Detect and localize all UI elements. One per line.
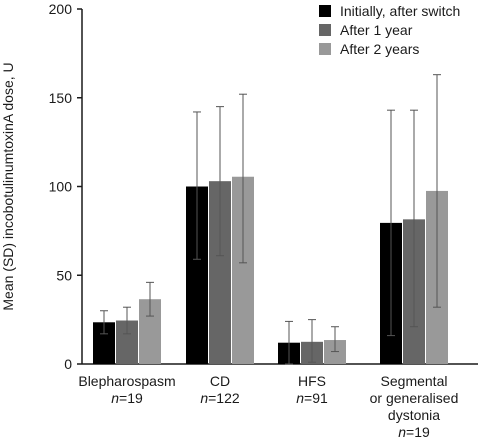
bar-0-1	[116, 320, 138, 364]
y-axis-title: Mean (SD) incobotulinumtoxinA dose, U	[0, 62, 16, 310]
error-bar-3-1	[410, 109, 418, 328]
category-name: or generalised	[370, 390, 459, 406]
y-tick-label: 0	[64, 356, 72, 372]
y-axis-ticks: 0 50 100 150 200	[49, 1, 82, 372]
category-name: dystonia	[388, 407, 440, 423]
bar-0-2	[139, 299, 161, 364]
legend: Initially, after switch After 1 year After…	[319, 3, 460, 57]
bar-0-0	[93, 322, 115, 364]
x-axis-category-labels: Blepharospasmn=19CDn=122HFSn=91Segmental…	[78, 373, 458, 439]
error-bar-1-1	[216, 106, 224, 257]
legend-item-2: After 2 years	[319, 41, 419, 57]
category-n: n=91	[296, 390, 328, 406]
error-bar-1-2	[239, 93, 247, 264]
legend-label: After 2 years	[340, 41, 419, 57]
legend-item-1: After 1 year	[319, 22, 413, 38]
category-n: n=19	[111, 390, 143, 406]
category-n: n=122	[200, 390, 240, 406]
error-bar-3-0	[387, 109, 395, 337]
bar-1-1	[209, 181, 231, 364]
y-tick-label: 50	[56, 267, 72, 283]
error-bar-2-1	[308, 319, 316, 363]
y-tick-label: 100	[49, 179, 73, 195]
error-bar-0-2	[146, 281, 154, 317]
bar-1-0	[186, 186, 208, 364]
category-label-1: CDn=122	[200, 373, 240, 406]
category-n: n=19	[398, 424, 430, 439]
legend-swatch	[319, 5, 331, 17]
legend-swatch	[319, 24, 331, 36]
error-bars	[100, 74, 441, 365]
legend-label: Initially, after switch	[340, 3, 460, 19]
error-bar-1-0	[193, 111, 201, 260]
category-name: Segmental	[381, 373, 448, 389]
y-tick-label: 200	[49, 1, 73, 17]
error-bar-2-2	[331, 326, 339, 353]
bars	[93, 176, 448, 364]
error-bar-2-0	[285, 320, 293, 365]
legend-swatch	[319, 43, 331, 55]
category-name: Blepharospasm	[78, 373, 175, 389]
category-name: HFS	[298, 373, 326, 389]
error-bar-3-2	[433, 74, 441, 308]
legend-label: After 1 year	[340, 22, 413, 38]
error-bar-0-1	[123, 306, 131, 335]
bar-1-2	[232, 176, 254, 364]
y-tick-label: 150	[49, 90, 73, 106]
error-bar-0-0	[100, 310, 108, 335]
category-name: CD	[210, 373, 230, 389]
legend-item-0: Initially, after switch	[319, 3, 460, 19]
